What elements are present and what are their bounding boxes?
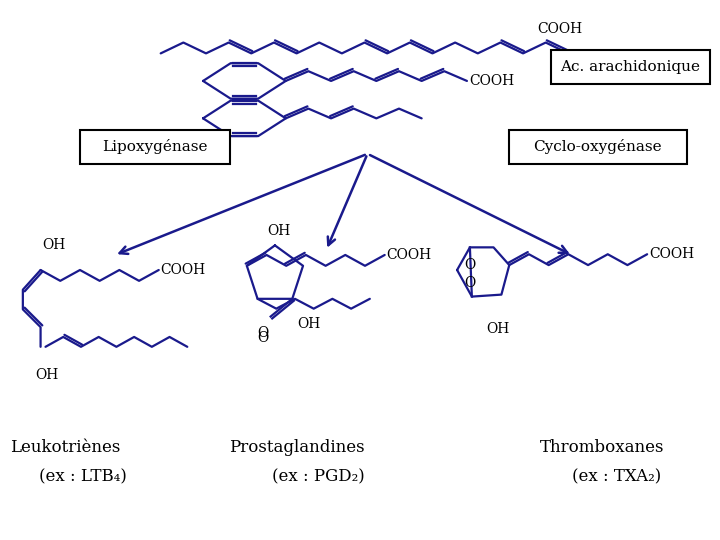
Text: OH: OH <box>36 368 59 382</box>
Text: Thromboxanes: Thromboxanes <box>539 438 664 456</box>
Text: COOH: COOH <box>649 247 694 261</box>
Text: Ac. arachidonique: Ac. arachidonique <box>560 60 701 74</box>
Text: Lipoxygénase: Lipoxygénase <box>102 139 207 154</box>
Text: COOH: COOH <box>469 74 514 88</box>
Text: O: O <box>464 276 475 290</box>
Text: (ex : TXA₂): (ex : TXA₂) <box>572 468 662 485</box>
Text: O: O <box>257 331 269 345</box>
Text: O: O <box>464 258 475 272</box>
Text: (ex : LTB₄): (ex : LTB₄) <box>39 468 127 485</box>
Text: Prostaglandines: Prostaglandines <box>229 438 364 456</box>
FancyBboxPatch shape <box>551 50 710 84</box>
Text: (ex : PGD₂): (ex : PGD₂) <box>272 468 365 485</box>
Text: Leukotriènes: Leukotriènes <box>10 438 120 456</box>
Text: OH: OH <box>487 322 510 336</box>
FancyBboxPatch shape <box>509 130 687 164</box>
FancyBboxPatch shape <box>80 130 230 164</box>
Text: OH: OH <box>297 316 320 330</box>
Text: Cyclo-oxygénase: Cyclo-oxygénase <box>534 139 662 154</box>
Text: COOH: COOH <box>387 248 432 262</box>
Text: COOH: COOH <box>537 22 582 36</box>
Text: OH: OH <box>267 224 290 238</box>
Text: COOH: COOH <box>161 263 206 277</box>
Text: O: O <box>257 326 269 340</box>
Text: OH: OH <box>42 238 66 252</box>
